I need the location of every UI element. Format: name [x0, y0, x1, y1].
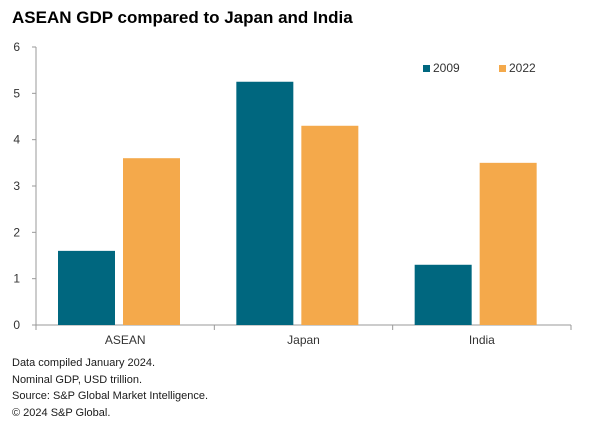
bar-japan-2022 [301, 125, 359, 326]
y-tick-label: 6 [13, 40, 20, 54]
bar-asean-2009 [58, 250, 115, 325]
footnote-compiled: Data compiled January 2024. [12, 357, 156, 369]
footnote-units: Nominal GDP, USD trillion. [12, 373, 143, 386]
y-tick-label: 3 [13, 179, 20, 193]
bar-japan-2009 [236, 81, 294, 325]
legend-swatch-2009 [423, 65, 430, 72]
legend-swatch-2022 [499, 65, 506, 72]
y-tick-label: 4 [13, 133, 20, 147]
bar-asean-2022 [123, 158, 180, 325]
y-axis: 0 1 2 3 4 5 6 [13, 40, 37, 332]
bar-india-2009 [414, 264, 472, 325]
x-tick-label: India [469, 333, 495, 347]
legend: 2009 2022 [423, 61, 536, 75]
y-tick-label: 5 [13, 86, 20, 100]
legend-label-2009: 2009 [433, 61, 460, 75]
chart-title: ASEAN GDP compared to Japan and India [12, 8, 353, 27]
footnote-source: Source: S&P Global Market Intelligence. [12, 390, 209, 402]
x-axis: ASEAN Japan India [35, 324, 572, 347]
footnotes: Data compiled January 2024. Nominal GDP,… [12, 355, 208, 421]
x-tick-label: ASEAN [105, 333, 146, 347]
x-tick-label: Japan [287, 333, 320, 347]
y-tick-label: 1 [13, 272, 20, 286]
legend-label-2022: 2022 [509, 61, 536, 75]
y-tick-label: 0 [13, 318, 20, 332]
bars [58, 81, 537, 326]
footnote-copyright: © 2024 S&P Global. [12, 406, 111, 419]
y-tick-label: 2 [13, 225, 20, 239]
bar-india-2022 [479, 162, 537, 325]
